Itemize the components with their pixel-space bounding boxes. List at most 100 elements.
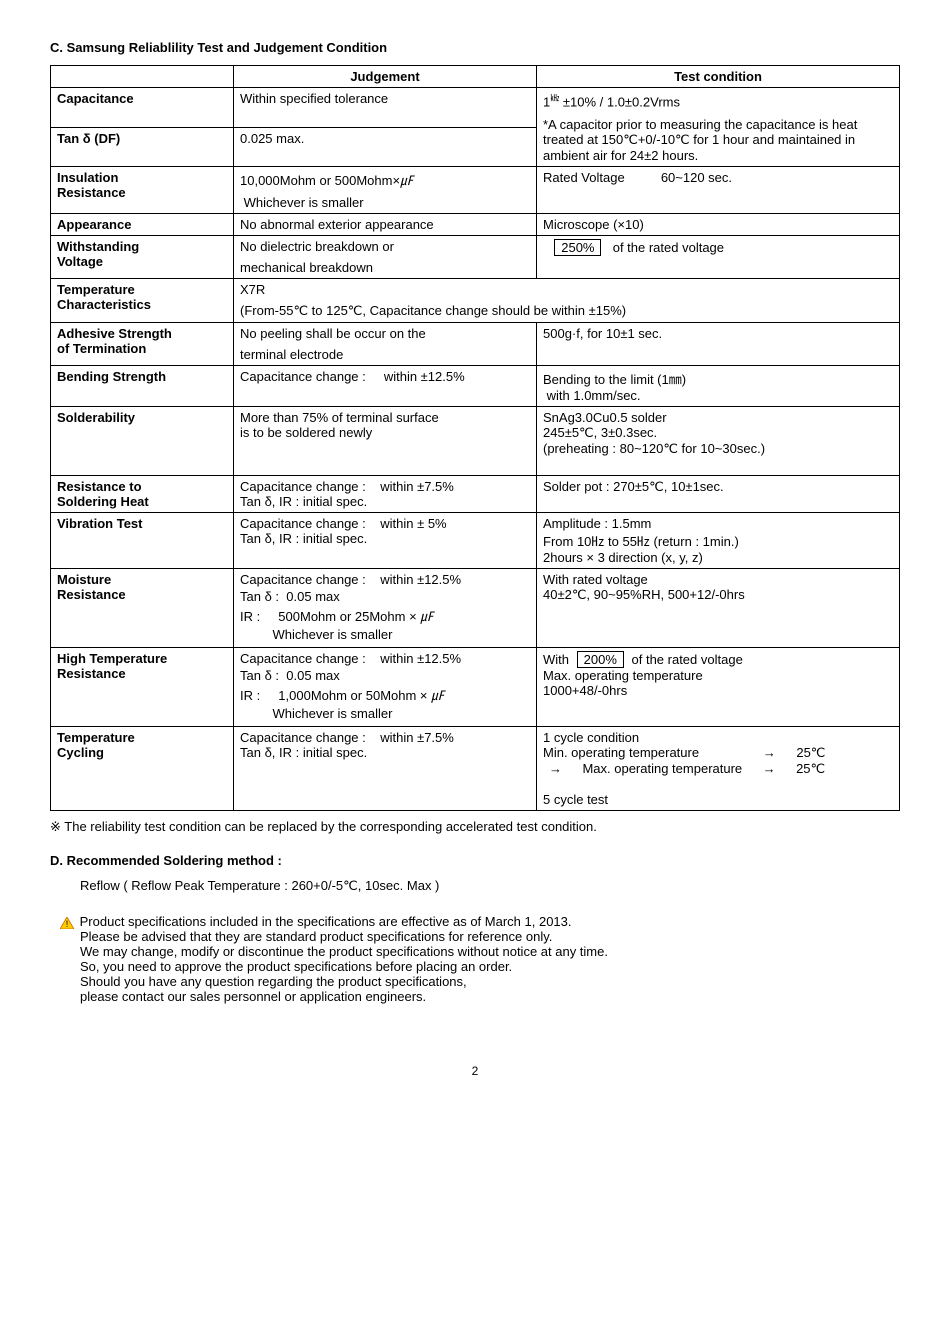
warn-text: please contact our sales personnel or ap… [80,989,900,1004]
table-row: Temperature Characteristics X7R [51,279,900,301]
row-label: Temperature Cycling [51,727,234,811]
warn-text: Please be advised that they are standard… [80,929,900,944]
row-label: High Temperature Resistance [51,648,234,727]
row-judgement: X7R [234,279,900,301]
table-row: Capacitance Within specified tolerance 1… [51,88,900,128]
text: Bending to the limit (1㎜) [543,369,893,388]
warning-icon: ! [60,917,74,929]
unit: ㎌ [400,173,413,188]
table-row: Bending Strength Capacitance change : wi… [51,366,900,407]
row-judgement: mechanical breakdown [234,257,537,279]
text: With [543,652,569,667]
row-label: Bending Strength [51,366,234,407]
section-d-body: Reflow ( Reflow Peak Temperature : 260+0… [50,878,900,894]
text: within ±12.5% [384,369,465,384]
table-row: Adhesive Strength of Termination No peel… [51,323,900,345]
text: 2hours × 3 direction (x, y, z) [543,550,893,565]
text: ±10% / 1.0±0.2Vrms [559,94,680,109]
header-test: Test condition [537,66,900,88]
row-judgement: Capacitance change : within ±12.5% Tan δ… [234,648,537,727]
text: within ±7.5% [380,730,454,745]
text: Capacitance change : [240,730,366,745]
text: Soldering Heat [57,494,227,509]
text: Max. operating temperature [582,761,742,776]
row-judgement: More than 75% of terminal surface is to … [234,407,537,476]
row-test: Bending to the limit (1㎜) with 1.0mm/sec… [537,366,900,407]
text: Min. operating temperature [543,745,699,760]
row-label: Solderability [51,407,234,476]
text: 10,000Mohm or 500Mohm× [240,173,400,188]
page-number: 2 [50,1064,900,1078]
text: Whichever is smaller [273,706,393,721]
text: 5 cycle test [543,792,893,807]
text: Capacitance change : [240,369,366,384]
text: is to be soldered newly [240,425,530,440]
text: Resistance to [57,479,227,494]
row-label: Appearance [51,214,234,236]
row-label: Tan δ (DF) [51,127,234,167]
text: Tan δ : [240,589,279,604]
table-row: Withstanding Voltage No dielectric break… [51,236,900,258]
text: Max. operating temperature [543,668,893,683]
row-judgement: No abnormal exterior appearance [234,214,537,236]
unit: ㎌ [420,609,433,624]
row-judgement: No dielectric breakdown or [234,236,537,258]
text: 500Mohm or 25Mohm × [278,609,420,624]
text: Withstanding [57,239,227,254]
warning-block: ! Product specifications included in the… [50,914,900,1004]
row-test: 1 cycle condition Min. operating tempera… [537,727,900,811]
table-row: Moisture Resistance Capacitance change :… [51,569,900,648]
reliability-table: Judgement Test condition Capacitance Wit… [50,65,900,811]
row-test: Amplitude : 1.5mm From 10㎐ to 55㎐ (retur… [537,513,900,569]
text: Adhesive Strength [57,326,227,341]
text: Insulation [57,170,227,185]
warn-text: We may change, modify or discontinue the… [80,944,900,959]
arrow-icon: → [763,745,776,760]
text: Tan δ, IR : initial spec. [240,494,530,509]
row-test: 500g·f, for 10±1 sec. [537,323,900,366]
warn-text: So, you need to approve the product spec… [80,959,900,974]
row-judgement: 0.025 max. [234,127,537,167]
row-label: Temperature Characteristics [51,279,234,323]
unit: ㎌ [431,688,444,703]
text: Capacitance change : [240,479,366,494]
text: 1000+48/-0hrs [543,683,893,698]
text: Tan δ, IR : initial spec. [240,531,530,546]
text: with 1.0mm/sec. [547,388,641,403]
section-d-title: D. Recommended Soldering method : [50,853,900,868]
table-header-row: Judgement Test condition [51,66,900,88]
row-judgement: No peeling shall be occur on the [234,323,537,345]
section-c-title: C. Samsung Reliablility Test and Judgeme… [50,40,900,55]
text: IR : [240,688,260,703]
row-test: Microscope (×10) [537,214,900,236]
row-judgement: Capacitance change : within ±12.5% [234,366,537,407]
row-test: With 200% of the rated voltage Max. oper… [537,648,900,727]
text: Cycling [57,745,227,760]
header-judgement: Judgement [234,66,537,88]
unit: ㎑ [550,93,559,103]
row-test: 1㎑ ±10% / 1.0±0.2Vrms *A capacitor prior… [537,88,900,167]
text: Resistance [57,587,227,602]
row-judgement: Capacitance change : within ±12.5% Tan δ… [234,569,537,648]
text: within ±12.5% [380,572,461,587]
text: Temperature [57,730,227,745]
text: of the rated voltage [632,652,743,667]
table-row: Insulation Resistance 10,000Mohm or 500M… [51,167,900,193]
text: More than 75% of terminal surface [240,410,530,425]
text: Resistance [57,666,227,681]
table-row: Vibration Test Capacitance change : with… [51,513,900,569]
text: From 10㎐ to 55㎐ (return : 1min.) [543,531,893,550]
text: (preheating : 80~120℃ for 10~30sec.) [543,441,893,457]
row-judgement: (From-55℃ to 125℃, Capacitance change sh… [234,300,900,323]
row-judgement: Within specified tolerance [234,88,537,128]
text: Amplitude : 1.5mm [543,516,893,531]
row-test: Solder pot : 270±5℃, 10±1sec. [537,476,900,513]
text: 1,000Mohm or 50Mohm × [278,688,431,703]
text: Characteristics [57,297,227,312]
text: With rated voltage [543,572,893,587]
row-test: 250% of the rated voltage [537,236,900,279]
text: Whichever is smaller [273,627,393,642]
header-blank [51,66,234,88]
text: High Temperature [57,651,227,666]
table-row: Appearance No abnormal exterior appearan… [51,214,900,236]
